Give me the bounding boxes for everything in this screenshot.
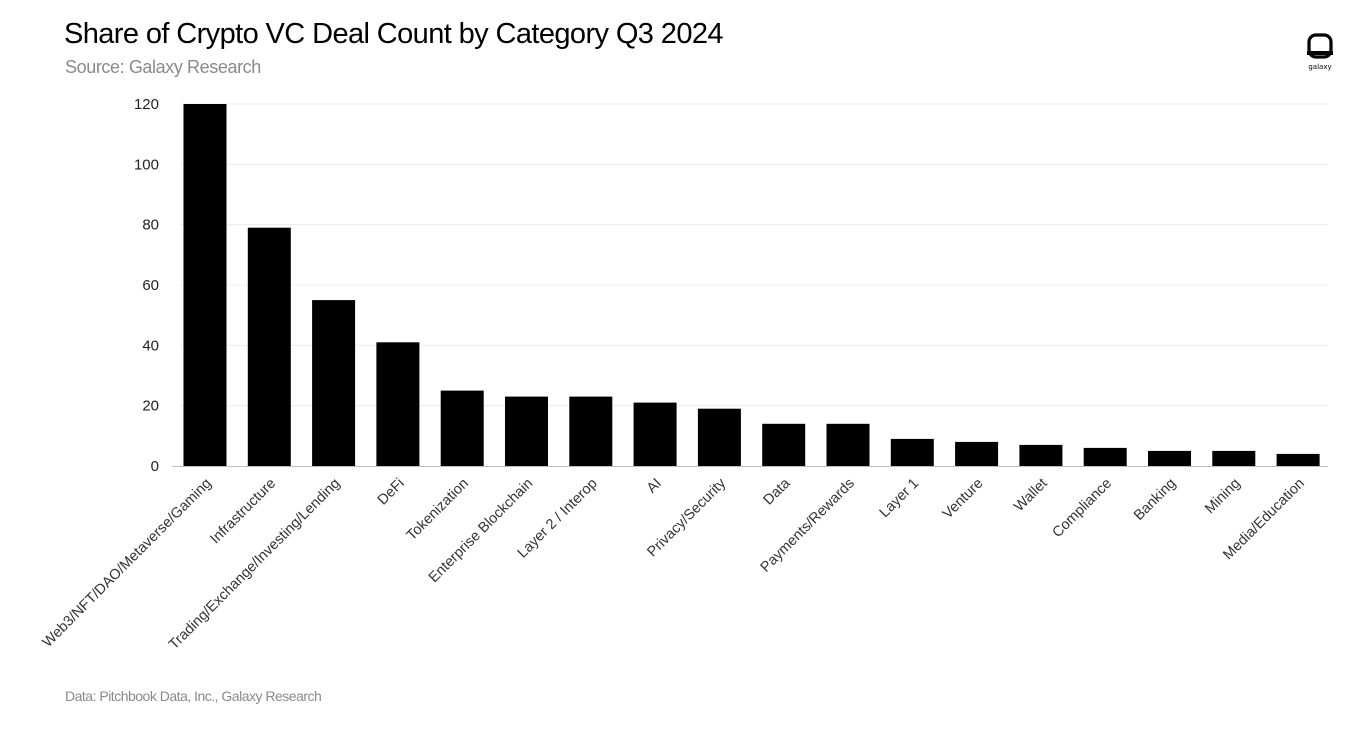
y-tick-label: 0 [151,458,159,475]
bar [247,227,291,466]
chart-subtitle: Source: Galaxy Research [65,57,261,77]
bar [1148,450,1191,466]
x-tick-label: Mining [1202,476,1244,518]
grid-lines [180,103,1328,407]
x-tick-label: Layer 1 [877,476,923,522]
y-tick-label: 80 [142,217,159,234]
bar [955,441,999,466]
bar [505,396,548,466]
bars [183,104,1320,466]
bar [890,438,934,466]
x-tick-label: Banking [1131,476,1179,524]
bar [1212,450,1256,466]
x-tick-label: Wallet [1011,476,1050,515]
y-tick-label: 60 [142,277,159,294]
x-tick-label: AI [644,476,665,497]
x-axis-labels: Web3/NFT/DAO/Metaverse/GamingInfrastruct… [40,475,1308,653]
logo-text: galaxy [1308,63,1332,71]
y-tick-label: 120 [134,96,159,113]
bar [376,342,420,466]
bar [826,423,870,466]
galaxy-logo-icon [1307,33,1333,59]
y-axis-ticks: 0 20 40 60 80 100 120 [134,96,159,475]
data-source-note: Data: Pitchbook Data, Inc., Galaxy Resea… [65,688,322,704]
bar [569,396,613,466]
x-tick-label: Data [761,475,795,509]
bar [312,300,356,466]
bar [440,390,484,466]
bar [1083,447,1127,466]
galaxy-logo: galaxy [1300,30,1340,76]
bar [1019,444,1063,466]
bar [697,408,741,466]
y-tick-label: 100 [134,156,159,173]
x-tick-label: Venture [940,476,987,523]
x-tick-label: Infrastructure [207,476,279,548]
x-tick-label: DeFi [375,476,408,509]
bar [762,423,806,466]
x-tick-label: Compliance [1050,476,1115,541]
bar [633,402,677,466]
chart-title: Share of Crypto VC Deal Count by Categor… [64,18,724,50]
y-tick-label: 40 [142,337,159,354]
bar [183,104,227,466]
x-tick-label: Tokenization [404,476,472,544]
y-tick-label: 20 [142,398,159,415]
x-tick-label: Enterprise Blockchain [426,476,536,586]
bar [1276,453,1320,466]
